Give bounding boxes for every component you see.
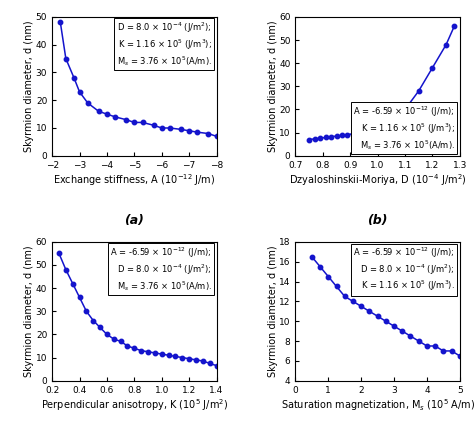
X-axis label: Saturation magnetization, M$_s$ (10$^5$ A/m): Saturation magnetization, M$_s$ (10$^5$ … [281,397,474,413]
Text: (b): (b) [367,214,388,227]
X-axis label: Dzyaloshinskii-Moriya, D (10$^{-4}$ J/m$^2$): Dzyaloshinskii-Moriya, D (10$^{-4}$ J/m$… [289,173,466,188]
Text: A = -6.59 × 10$^{-12}$ (J/m);
D = 8.0 × 10$^{-4}$ (J/m$^2$);
K = 1.16 × 10$^5$ (: A = -6.59 × 10$^{-12}$ (J/m); D = 8.0 × … [354,246,455,294]
Y-axis label: Skyrmion diameter, d (nm): Skyrmion diameter, d (nm) [24,245,35,377]
Text: (a): (a) [124,214,144,227]
Y-axis label: Skyrmion diameter, d (nm): Skyrmion diameter, d (nm) [268,245,278,377]
Text: D = 8.0 × 10$^{-4}$ (J/m$^2$);
K = 1.16 × 10$^5$ (J/m$^3$);
M$_s$ = 3.76 × 10$^5: D = 8.0 × 10$^{-4}$ (J/m$^2$); K = 1.16 … [117,21,211,68]
Y-axis label: Skyrmion diameter, d (nm): Skyrmion diameter, d (nm) [24,21,35,152]
Text: A = -6.59 × 10$^{-12}$ (J/m);
K = 1.16 × 10$^5$ (J/m$^3$);
M$_s$ = 3.76 × 10$^5$: A = -6.59 × 10$^{-12}$ (J/m); K = 1.16 ×… [354,105,455,151]
X-axis label: Exchange stiffness, A (10$^{-12}$ J/m): Exchange stiffness, A (10$^{-12}$ J/m) [53,173,216,188]
Text: A = -6.59 × 10$^{-12}$ (J/m);
D = 8.0 × 10$^{-4}$ (J/m$^2$);
M$_s$ = 3.76 × 10$^: A = -6.59 × 10$^{-12}$ (J/m); D = 8.0 × … [110,246,211,293]
X-axis label: Perpendicular anisotropy, K (10$^5$ J/m$^2$): Perpendicular anisotropy, K (10$^5$ J/m$… [41,397,228,413]
Y-axis label: Skyrmion diameter, d (nm): Skyrmion diameter, d (nm) [268,21,278,152]
